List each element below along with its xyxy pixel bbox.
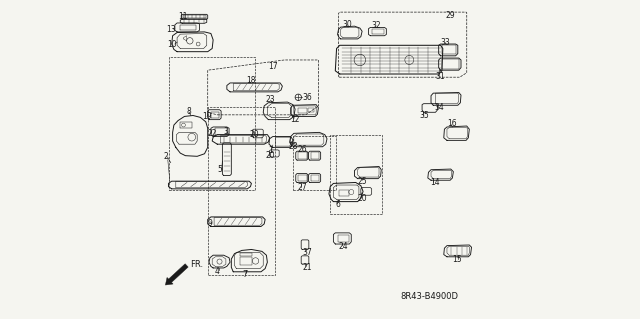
Text: 8: 8 xyxy=(187,107,191,116)
Text: 22: 22 xyxy=(208,129,217,138)
Text: 2: 2 xyxy=(164,152,168,161)
Text: 8R43-B4900D: 8R43-B4900D xyxy=(401,292,458,300)
Text: 25: 25 xyxy=(358,177,367,186)
Text: 17: 17 xyxy=(268,62,278,71)
Text: 31: 31 xyxy=(435,72,445,81)
Text: 5: 5 xyxy=(218,165,222,174)
Text: 20: 20 xyxy=(249,130,259,139)
Text: 3: 3 xyxy=(223,127,228,136)
Text: 6: 6 xyxy=(335,200,340,209)
Text: 13: 13 xyxy=(166,25,176,34)
Text: 11: 11 xyxy=(178,12,188,21)
Text: 18: 18 xyxy=(246,76,255,85)
Text: 26: 26 xyxy=(297,145,307,154)
Text: 30: 30 xyxy=(342,20,352,29)
Text: 19: 19 xyxy=(203,112,212,121)
Text: 14: 14 xyxy=(430,178,440,187)
Text: 29: 29 xyxy=(445,11,454,20)
Text: 34: 34 xyxy=(434,103,444,112)
Text: 15: 15 xyxy=(452,256,461,264)
Text: 1: 1 xyxy=(268,146,273,155)
Text: 36: 36 xyxy=(303,93,312,102)
Text: 37: 37 xyxy=(303,248,312,256)
Text: 35: 35 xyxy=(420,111,429,120)
Text: 16: 16 xyxy=(447,119,457,128)
Text: 32: 32 xyxy=(371,21,381,30)
Text: 9: 9 xyxy=(208,219,212,228)
Text: 23: 23 xyxy=(265,95,275,104)
FancyArrow shape xyxy=(165,264,188,285)
Text: 28: 28 xyxy=(289,142,298,151)
Text: 10: 10 xyxy=(168,40,177,48)
Text: 7: 7 xyxy=(243,271,248,279)
Text: 20: 20 xyxy=(266,151,275,160)
Text: 12: 12 xyxy=(291,115,300,124)
Text: 4: 4 xyxy=(215,267,220,276)
Text: 21: 21 xyxy=(303,263,312,271)
Text: 33: 33 xyxy=(440,38,451,47)
Text: 20: 20 xyxy=(358,194,367,203)
Text: FR.: FR. xyxy=(190,260,203,269)
Text: 27: 27 xyxy=(297,183,307,192)
Text: 24: 24 xyxy=(338,242,348,251)
